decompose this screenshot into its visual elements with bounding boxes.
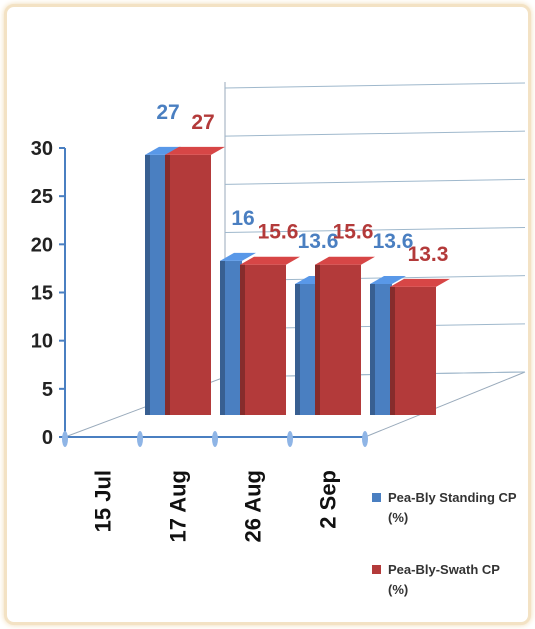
- bar-top: [220, 252, 256, 261]
- bar: [220, 252, 256, 415]
- value-label: 13.6: [373, 230, 414, 253]
- bar-top: [145, 146, 181, 155]
- y-tick-label: 0: [42, 427, 53, 449]
- legend-entry: Pea-Bly Standing CP (%): [372, 488, 522, 528]
- y-tick-label: 30: [31, 138, 53, 160]
- bar: [165, 146, 225, 415]
- bar-shade: [295, 283, 300, 415]
- legend-swatch: [372, 565, 381, 574]
- x-tick: [137, 431, 143, 447]
- y-tick-label: 20: [31, 234, 53, 256]
- bar-top: [390, 278, 450, 287]
- y-tick-label: 15: [31, 283, 53, 305]
- grid-line: [224, 178, 526, 185]
- grid-line: [224, 130, 526, 137]
- bar: [315, 256, 375, 415]
- bar: [390, 278, 450, 415]
- value-label: 27: [156, 101, 179, 124]
- y-tick-label: 10: [31, 331, 53, 353]
- x-tick-label: 2 Sep: [316, 470, 341, 529]
- bar-shade: [165, 154, 170, 415]
- bar-front: [370, 283, 392, 415]
- legend-label: Pea-Bly Standing CP (%): [388, 490, 517, 525]
- x-tick: [287, 431, 293, 447]
- x-tick-label: 17 Aug: [166, 470, 191, 543]
- value-label: 13.3: [408, 243, 449, 266]
- y-tick-label: 5: [42, 379, 53, 401]
- grid-line: [224, 82, 526, 89]
- value-label: 13.6: [298, 230, 339, 253]
- value-label: 15.6: [333, 221, 374, 244]
- grid-line: [224, 227, 526, 233]
- bar-top: [165, 146, 225, 155]
- bar: [240, 256, 300, 415]
- bar-front: [315, 264, 361, 415]
- x-tick: [212, 431, 218, 447]
- legend-label: Pea-Bly-Swath CP (%): [388, 562, 500, 597]
- bar-shade: [220, 260, 225, 415]
- bar-front: [220, 260, 242, 415]
- x-tick: [362, 431, 368, 447]
- legend-swatch: [372, 493, 381, 502]
- legend-entry: Pea-Bly-Swath CP (%): [372, 560, 522, 600]
- floor-edge: [364, 371, 526, 438]
- bar-shade: [145, 154, 150, 415]
- bar-top: [370, 275, 406, 284]
- bar-front: [145, 154, 167, 415]
- value-label: 16: [231, 207, 254, 230]
- bar-top: [315, 256, 375, 265]
- bar-shade: [240, 264, 245, 415]
- value-label: 15.6: [258, 221, 299, 244]
- bar-front: [295, 283, 317, 415]
- bar-front: [390, 286, 436, 415]
- y-tick-label: 25: [31, 186, 53, 208]
- bar-shade: [315, 264, 320, 415]
- bar-top: [240, 256, 300, 265]
- bar: [370, 275, 406, 415]
- bar: [145, 146, 181, 415]
- bar-shade: [370, 283, 375, 415]
- x-tick: [62, 431, 68, 447]
- value-label: 27: [191, 111, 214, 134]
- bar-front: [165, 154, 211, 415]
- x-tick-label: 15 Jul: [91, 470, 116, 532]
- bar-front: [240, 264, 286, 415]
- bar-shade: [390, 286, 395, 415]
- x-tick-label: 26 Aug: [241, 470, 266, 543]
